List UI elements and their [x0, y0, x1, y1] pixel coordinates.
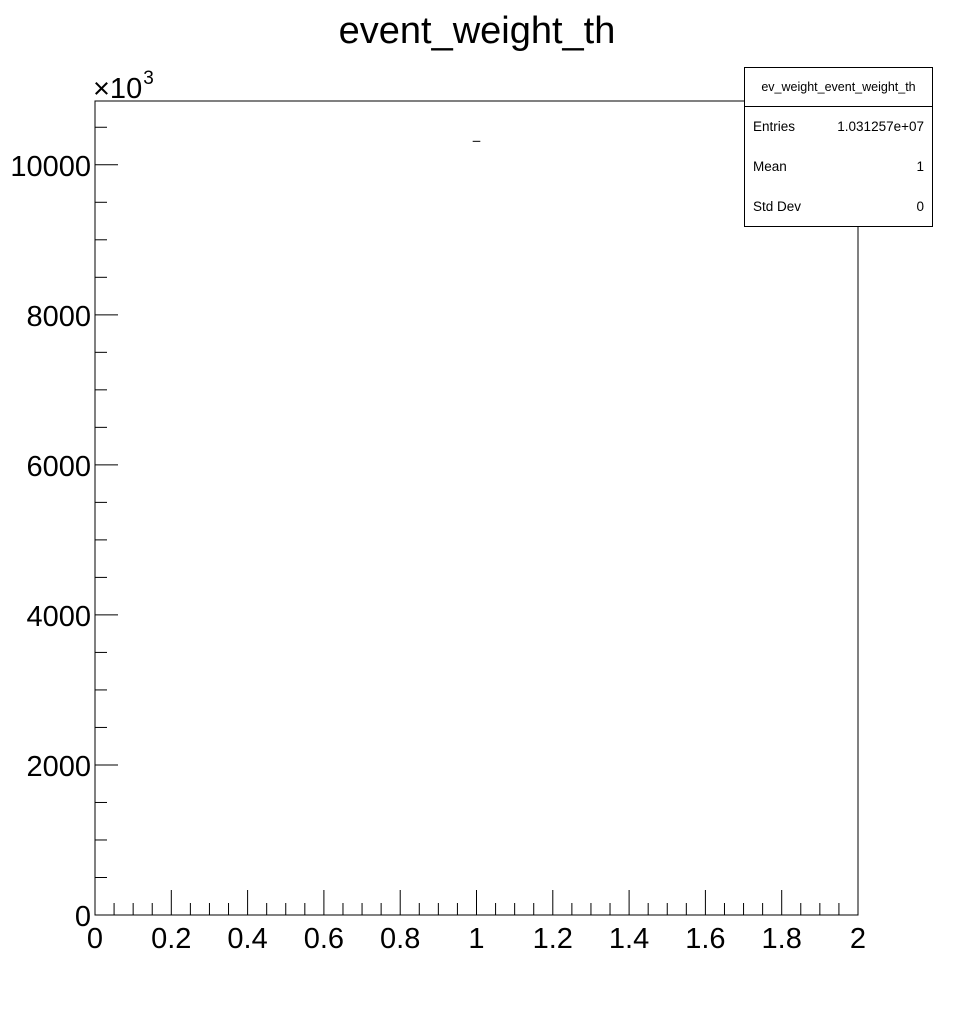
x-tick-label: 0.6 [304, 923, 344, 955]
y-tick-label: 4000 [26, 601, 91, 633]
stats-label: Mean [753, 159, 787, 174]
y-tick-label: 10000 [10, 151, 91, 183]
y-tick-label: 0 [75, 901, 91, 933]
x-tick-label: 1.8 [762, 923, 802, 955]
stats-row-mean: Mean 1 [745, 147, 932, 187]
x-tick-label: 0 [87, 923, 103, 955]
y-multiplier-label: ×10 [93, 73, 142, 105]
y-tick-label: 2000 [26, 751, 91, 783]
stats-value: 1 [916, 159, 924, 174]
stats-box: ev_weight_event_weight_th Entries 1.0312… [744, 67, 933, 227]
stats-row-std-dev: Std Dev 0 [745, 187, 932, 227]
stats-row-entries: Entries 1.031257e+07 [745, 107, 932, 147]
stats-label: Std Dev [753, 199, 802, 214]
y-tick-label: 6000 [26, 451, 91, 483]
x-tick-label: 1.2 [533, 923, 573, 955]
x-tick-label: 0.4 [227, 923, 267, 955]
y-tick-label: 8000 [26, 301, 91, 333]
x-tick-label: 1.6 [685, 923, 725, 955]
x-tick-label: 0.8 [380, 923, 420, 955]
x-tick-label: 0.2 [151, 923, 191, 955]
stats-value: 1.031257e+07 [837, 119, 924, 134]
x-tick-label: 2 [850, 923, 866, 955]
chart-title: event_weight_th [338, 10, 616, 52]
stats-value: 0 [916, 199, 924, 214]
stats-label: Entries [753, 119, 796, 134]
stats-box-title: ev_weight_event_weight_th [745, 68, 932, 107]
x-tick-label: 1 [468, 923, 484, 955]
y-multiplier-exponent: 3 [143, 68, 154, 89]
x-tick-label: 1.4 [609, 923, 649, 955]
